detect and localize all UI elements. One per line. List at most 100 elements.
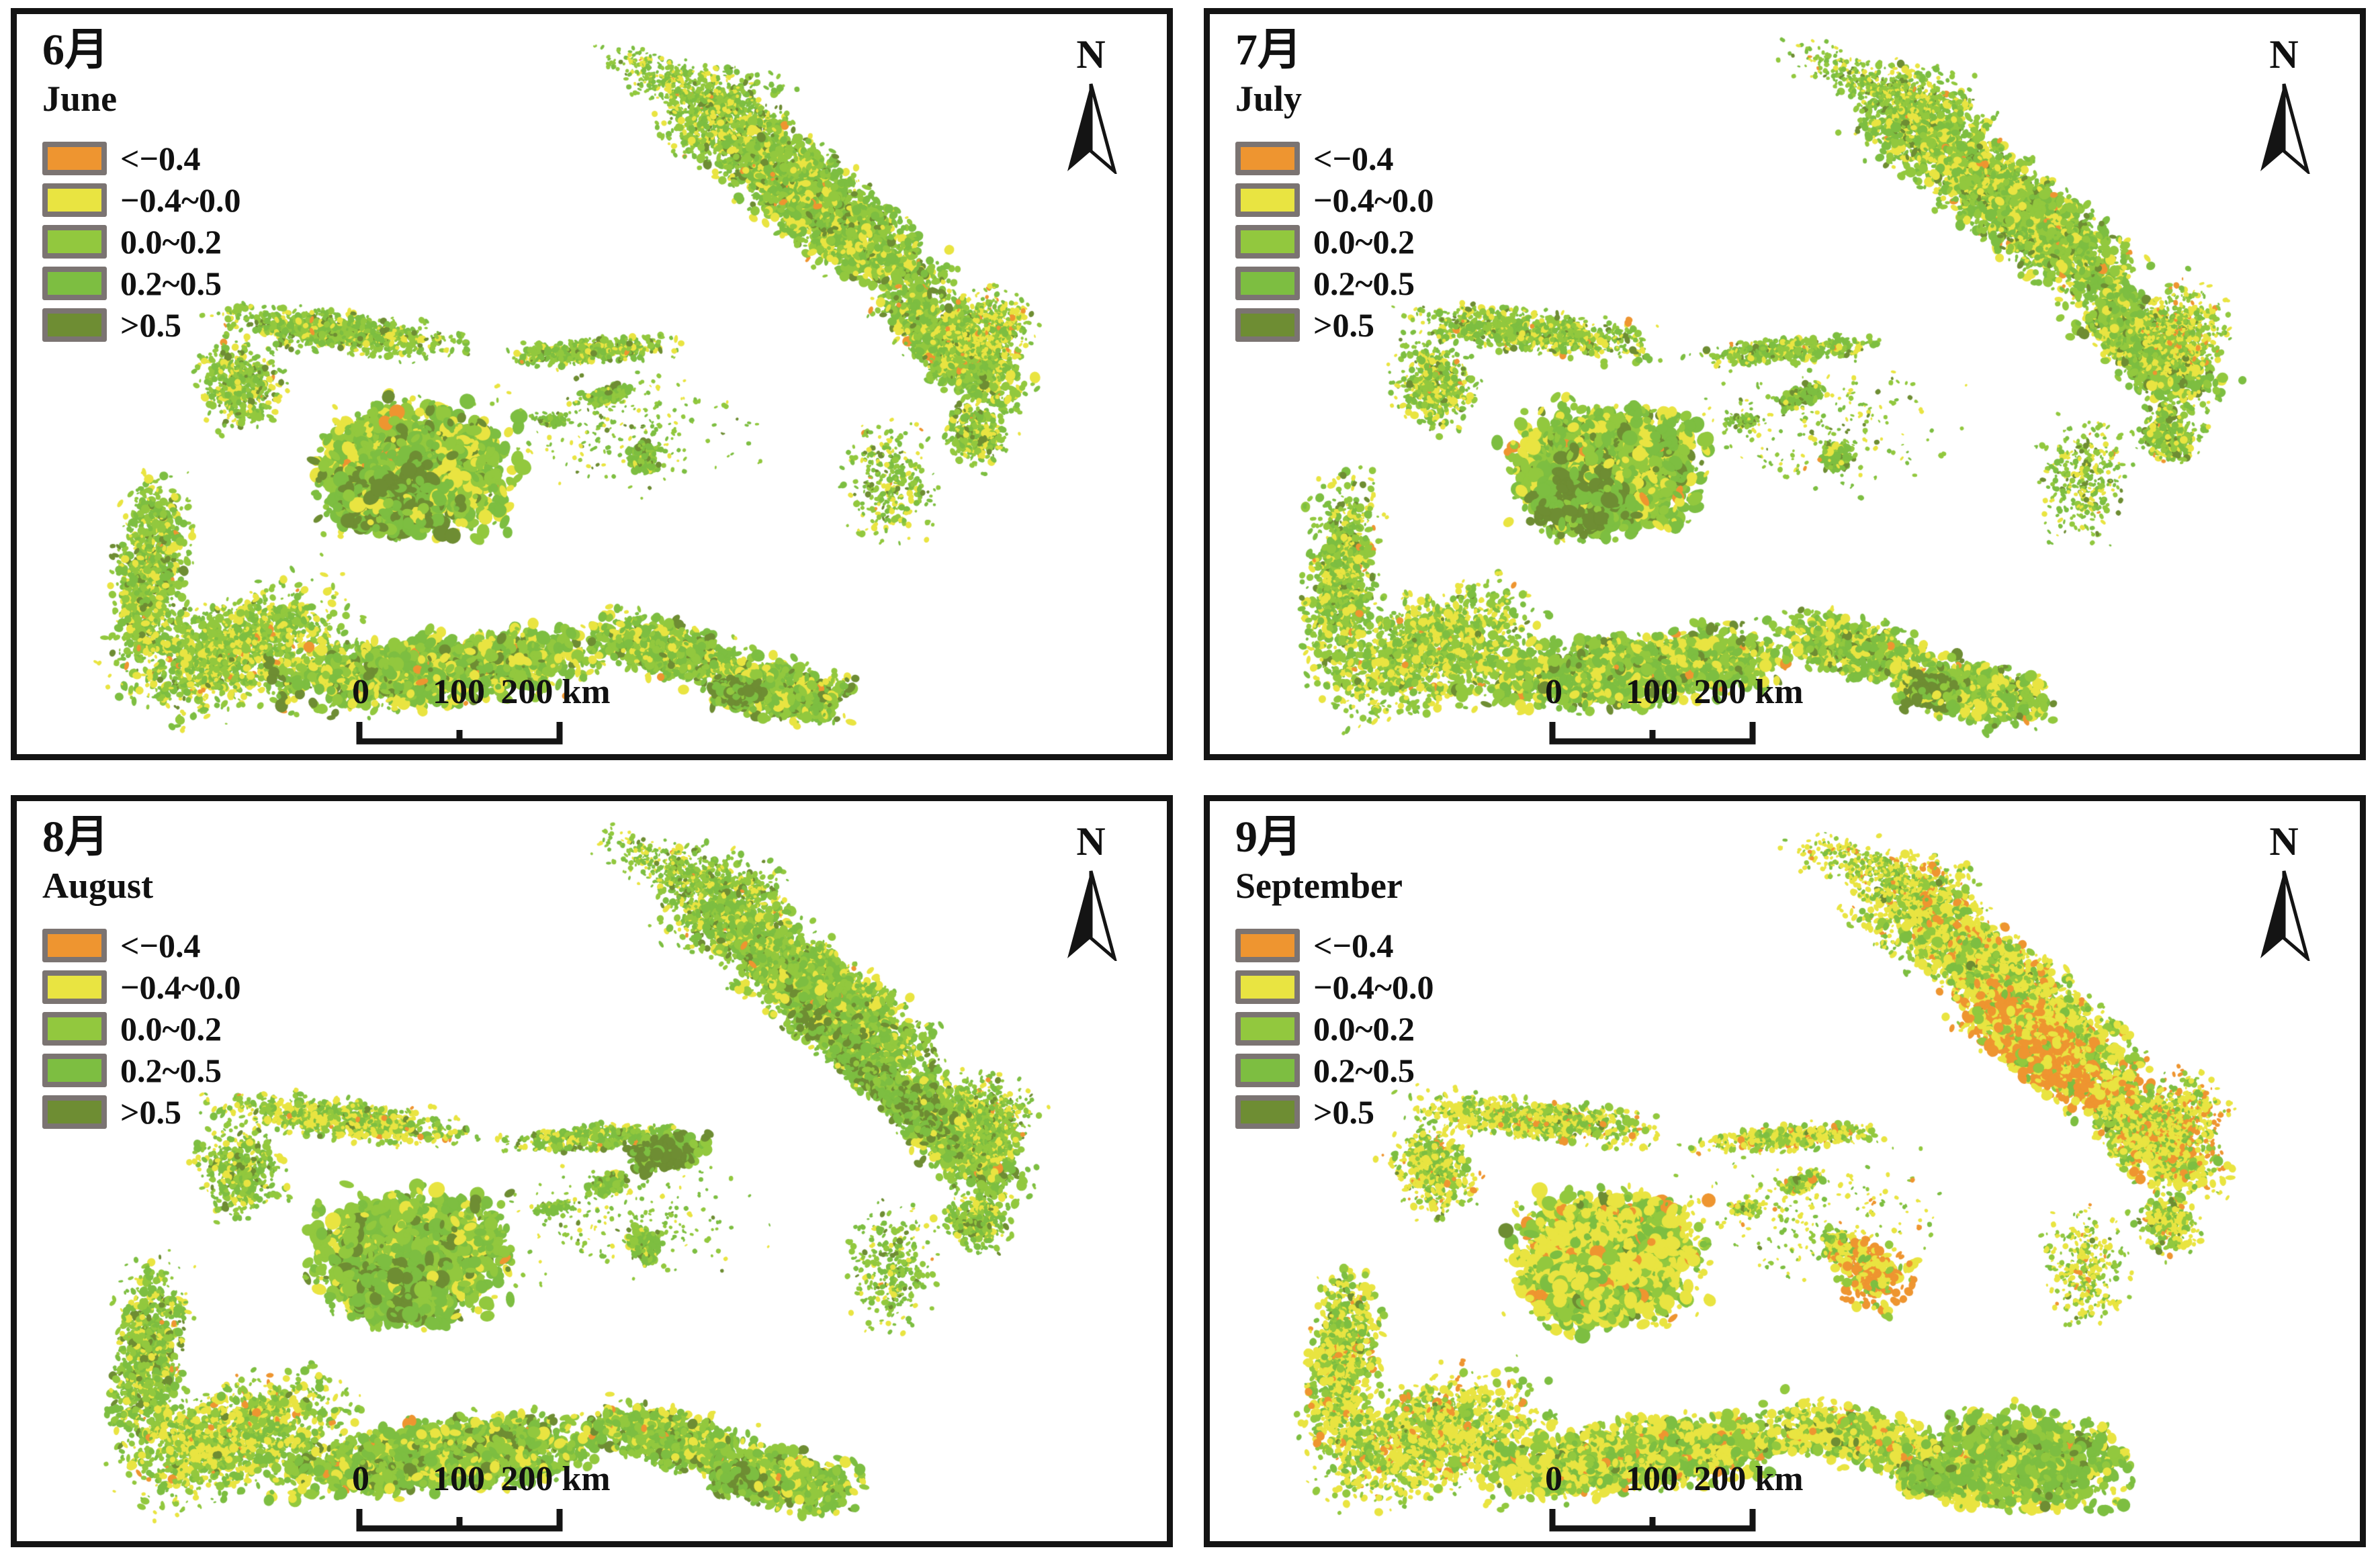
legend-swatch-green [1235,267,1300,300]
legend-label: <−0.4 [1313,927,1394,964]
legend: <−0.4 −0.4~0.0 0.0~0.2 0.2~0.5 >0.5 [42,140,241,350]
north-arrow-icon [1067,83,1117,174]
legend-row: 0.2~0.5 [42,265,241,302]
panel-title-chinese: 9月 [1235,813,1302,862]
legend-label: 0.2~0.5 [120,265,222,302]
map-panel-july: 7月 July <−0.4 −0.4~0.0 0.0~0.2 0.2~0.5 >… [1204,8,2366,760]
scale-label-200km: 200 km [500,673,611,711]
legend-swatch-yellow [42,970,107,1004]
legend-swatch-darkgreen [42,1095,107,1129]
legend-swatch-darkgreen [1235,308,1300,342]
north-label: N [1076,819,1106,864]
legend-label: >0.5 [120,1093,181,1131]
scale-label-0: 0 [1545,673,1562,711]
north-label: N [1076,32,1106,77]
scale-bar: 0 100 200 km [1539,672,1861,753]
map-canvas-july [1210,14,2360,754]
north-arrow: N [2247,820,2321,961]
panel-title-english: September [1235,866,1403,906]
legend-swatch-yellow [1235,183,1300,217]
legend: <−0.4 −0.4~0.0 0.0~0.2 0.2~0.5 >0.5 [1235,140,1434,350]
legend-row: 0.0~0.2 [1235,223,1434,261]
map-canvas-june [17,14,1167,754]
north-label: N [2269,819,2299,864]
legend-row: −0.4~0.0 [42,181,241,219]
legend-swatch-yellow [42,183,107,217]
panel-title-english: August [42,866,154,906]
legend-swatch-green [42,267,107,300]
legend: <−0.4 −0.4~0.0 0.0~0.2 0.2~0.5 >0.5 [42,927,241,1137]
legend-row: 0.2~0.5 [42,1052,241,1089]
legend-swatch-orange [1235,929,1300,962]
legend-swatch-green [1235,1054,1300,1087]
legend-row: 0.0~0.2 [42,223,241,261]
scale-bar: 0 100 200 km [1539,1459,1861,1540]
legend-row: 0.0~0.2 [1235,1010,1434,1048]
scale-bar: 0 100 200 km [346,672,668,753]
scale-label-0: 0 [352,673,369,711]
legend-label: 0.2~0.5 [1313,265,1415,302]
scale-label-0: 0 [1545,1460,1562,1498]
map-canvas-august [17,801,1167,1541]
legend-row: 0.2~0.5 [1235,1052,1434,1089]
legend-row: <−0.4 [42,927,241,964]
legend: <−0.4 −0.4~0.0 0.0~0.2 0.2~0.5 >0.5 [1235,927,1434,1137]
legend-label: <−0.4 [120,140,201,177]
north-arrow-icon [1067,870,1117,961]
legend-label: −0.4~0.0 [120,181,241,219]
legend-label: >0.5 [1313,306,1374,344]
legend-row: 0.2~0.5 [1235,265,1434,302]
legend-swatch-lightgreen [1235,225,1300,259]
legend-label: <−0.4 [1313,140,1394,177]
map-panel-august: 8月 August <−0.4 −0.4~0.0 0.0~0.2 0.2~0.5… [11,795,1173,1547]
scale-label-200km: 200 km [1693,1460,1804,1498]
legend-row: >0.5 [1235,1093,1434,1131]
scale-label-100: 100 [1626,673,1678,711]
legend-row: <−0.4 [42,140,241,177]
legend-label: 0.2~0.5 [120,1052,222,1089]
legend-row: −0.4~0.0 [1235,968,1434,1006]
legend-swatch-orange [42,929,107,962]
scale-label-100: 100 [433,1460,485,1498]
panel-title-english: June [42,79,118,119]
legend-label: >0.5 [1313,1093,1374,1131]
legend-row: >0.5 [42,1093,241,1131]
north-arrow-icon [2260,870,2310,961]
panel-title-chinese: 7月 [1235,26,1302,75]
legend-row: −0.4~0.0 [42,968,241,1006]
scale-label-0: 0 [352,1460,369,1498]
scale-label-200km: 200 km [1693,673,1804,711]
scale-bar-icon [1549,1509,1756,1532]
legend-label: −0.4~0.0 [1313,968,1434,1006]
scale-bar: 0 100 200 km [346,1459,668,1540]
scale-label-100: 100 [433,673,485,711]
scale-bar-icon [356,722,563,745]
legend-label: >0.5 [120,306,181,344]
legend-swatch-lightgreen [42,225,107,259]
legend-label: 0.0~0.2 [1313,223,1415,261]
legend-swatch-lightgreen [42,1012,107,1046]
legend-row: 0.0~0.2 [42,1010,241,1048]
north-arrow: N [2247,33,2321,174]
legend-row: <−0.4 [1235,140,1434,177]
legend-swatch-orange [42,142,107,175]
legend-swatch-yellow [1235,970,1300,1004]
legend-label: 0.2~0.5 [1313,1052,1415,1089]
north-label: N [2269,32,2299,77]
scale-bar-icon [1549,722,1756,745]
map-canvas-september [1210,801,2360,1541]
scale-label-100: 100 [1626,1460,1678,1498]
panel-title-english: July [1235,79,1303,119]
legend-label: −0.4~0.0 [1313,181,1434,219]
legend-label: 0.0~0.2 [1313,1010,1415,1048]
map-panel-june: 6月 June <−0.4 −0.4~0.0 0.0~0.2 0.2~0.5 >… [11,8,1173,760]
map-panel-september: 9月 September <−0.4 −0.4~0.0 0.0~0.2 0.2~… [1204,795,2366,1547]
legend-row: −0.4~0.0 [1235,181,1434,219]
legend-row: >0.5 [1235,306,1434,344]
legend-label: <−0.4 [120,927,201,964]
north-arrow: N [1054,820,1128,961]
legend-row: >0.5 [42,306,241,344]
legend-label: 0.0~0.2 [120,1010,222,1048]
scale-label-200km: 200 km [500,1460,611,1498]
